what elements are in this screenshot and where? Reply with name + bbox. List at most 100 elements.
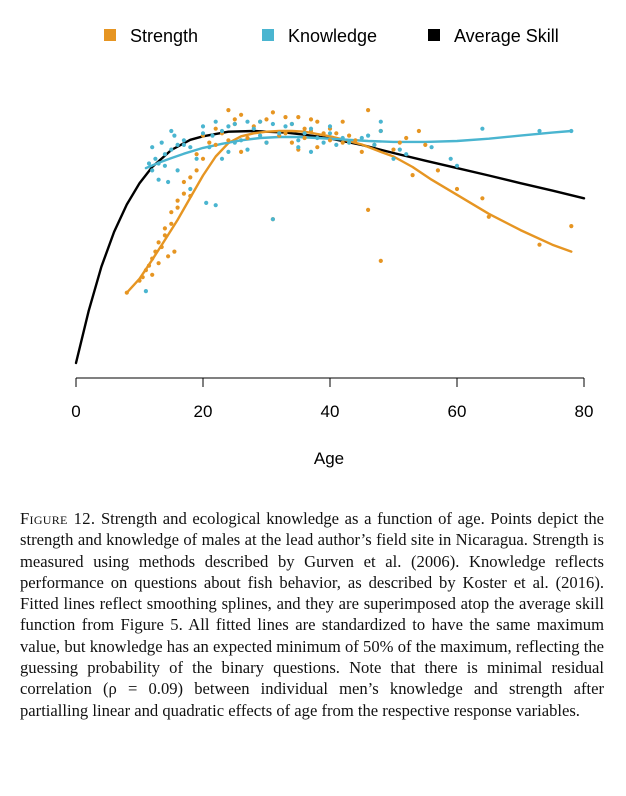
point-strength — [150, 256, 155, 261]
point-strength — [359, 149, 364, 154]
point-strength — [410, 173, 415, 178]
point-knowledge — [347, 140, 352, 145]
point-strength — [175, 198, 180, 203]
caption-text: Strength and ecological knowledge as a f… — [20, 509, 604, 720]
point-strength — [166, 254, 171, 259]
point-strength — [194, 152, 199, 157]
point-strength — [264, 117, 269, 122]
point-strength — [289, 140, 294, 145]
point-strength — [340, 119, 345, 124]
point-strength — [391, 147, 396, 152]
point-strength — [239, 149, 244, 154]
x-tick-label: 60 — [448, 402, 467, 421]
point-strength — [353, 138, 358, 143]
point-knowledge — [277, 131, 282, 136]
x-axis-title: Age — [314, 449, 344, 468]
legend-swatch-average-skill — [428, 29, 440, 41]
point-strength — [146, 263, 152, 268]
point-strength — [162, 233, 167, 238]
legend-swatch-strength — [104, 29, 116, 41]
point-strength — [308, 117, 314, 122]
point-knowledge — [175, 168, 180, 173]
point-strength — [321, 131, 326, 136]
point-knowledge — [169, 147, 174, 152]
point-knowledge — [480, 126, 485, 131]
point-knowledge — [264, 140, 269, 145]
point-knowledge — [204, 200, 209, 205]
point-knowledge — [296, 145, 301, 150]
point-strength — [283, 115, 288, 120]
point-knowledge — [200, 124, 206, 129]
point-knowledge — [283, 124, 288, 129]
point-knowledge — [258, 133, 263, 138]
legend: Strength Knowledge Average Skill — [104, 26, 559, 46]
point-strength — [569, 224, 574, 229]
point-strength — [302, 126, 307, 131]
point-knowledge — [372, 142, 377, 147]
point-knowledge — [219, 156, 225, 161]
point-knowledge — [321, 140, 326, 145]
point-knowledge — [162, 163, 167, 168]
point-knowledge — [366, 133, 371, 138]
point-strength — [181, 179, 186, 185]
legend-label-strength: Strength — [130, 26, 198, 46]
point-knowledge — [308, 126, 314, 131]
point-knowledge — [270, 121, 275, 127]
x-tick-label: 20 — [194, 402, 213, 421]
point-strength — [232, 117, 237, 122]
point-strength — [200, 156, 206, 161]
point-knowledge — [258, 119, 263, 124]
series-line-knowledge — [144, 129, 573, 170]
point-knowledge — [226, 124, 231, 129]
point-knowledge — [166, 179, 171, 185]
point-knowledge — [210, 133, 215, 138]
plot-points — [124, 108, 574, 295]
point-knowledge — [378, 119, 383, 124]
point-strength — [226, 138, 231, 143]
point-knowledge — [232, 121, 237, 127]
point-knowledge — [181, 138, 186, 143]
point-strength — [327, 138, 333, 143]
point-knowledge — [454, 163, 460, 168]
point-strength — [226, 108, 231, 113]
point-strength — [137, 278, 142, 283]
point-knowledge — [188, 186, 193, 192]
point-knowledge — [270, 217, 275, 222]
point-strength — [207, 140, 212, 145]
point-knowledge — [251, 126, 256, 131]
point-strength — [378, 258, 383, 263]
point-strength — [302, 135, 307, 141]
point-knowledge — [143, 289, 148, 294]
point-knowledge — [404, 152, 409, 157]
point-strength — [366, 207, 371, 212]
point-strength — [296, 115, 301, 120]
point-strength — [480, 196, 485, 201]
point-strength — [366, 108, 371, 113]
point-strength — [156, 240, 161, 245]
point-knowledge — [150, 145, 155, 150]
chart: Strength Knowledge Average Skill 0 20 40 60 80… — [71, 26, 593, 468]
point-strength — [150, 272, 155, 277]
point-strength — [486, 214, 491, 219]
point-strength — [175, 205, 180, 210]
legend-label-knowledge: Knowledge — [288, 26, 377, 46]
point-strength — [334, 131, 339, 136]
point-strength — [213, 126, 218, 131]
point-knowledge — [175, 142, 180, 147]
point-knowledge — [569, 128, 574, 134]
x-axis: 0 20 40 60 80 — [71, 377, 593, 421]
point-strength — [172, 249, 177, 254]
point-knowledge — [226, 149, 231, 154]
point-knowledge — [315, 135, 320, 141]
point-knowledge — [296, 138, 301, 143]
point-knowledge — [239, 138, 244, 143]
point-strength — [169, 210, 174, 215]
point-strength — [315, 119, 320, 124]
point-knowledge — [219, 128, 225, 134]
legend-label-average-skill: Average Skill — [454, 26, 559, 46]
point-knowledge — [150, 168, 155, 173]
point-knowledge — [159, 140, 164, 145]
point-strength — [454, 186, 460, 192]
point-strength — [213, 142, 218, 147]
point-knowledge — [188, 145, 193, 150]
